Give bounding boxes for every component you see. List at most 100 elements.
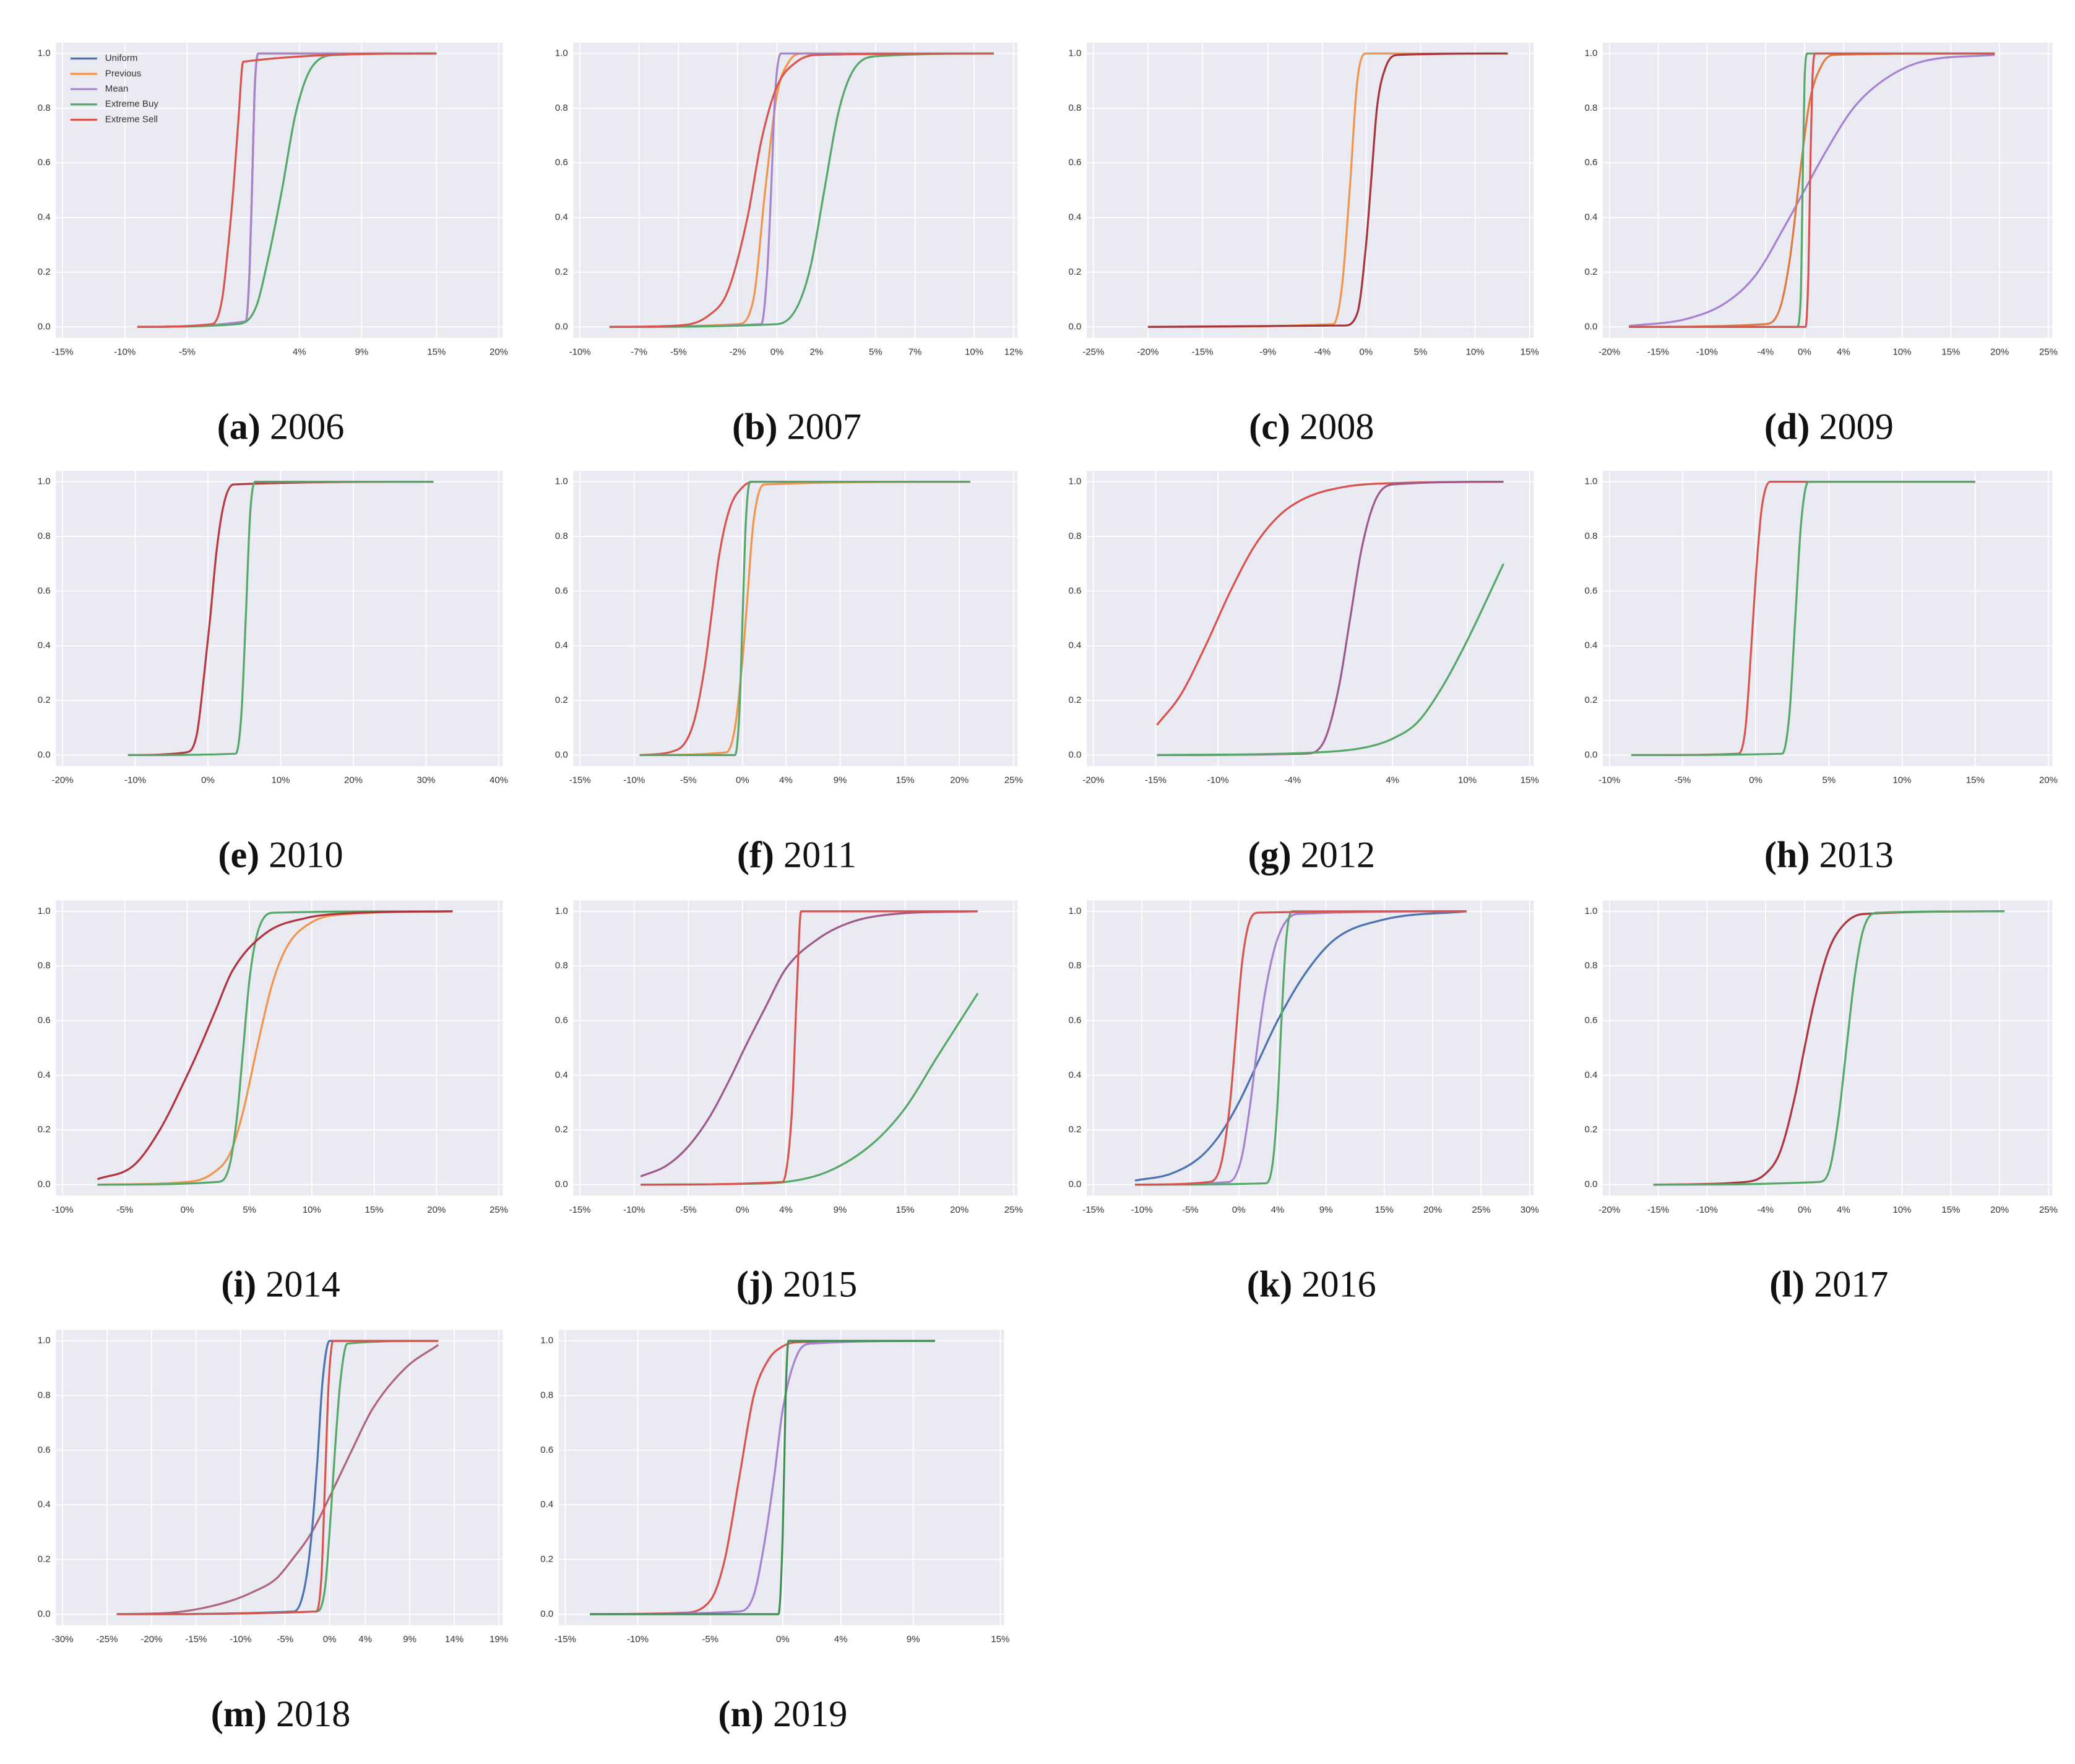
caption: (l) 2017 — [1769, 1264, 1888, 1306]
y-tick-label: 0.6 — [38, 157, 51, 168]
y-tick-label: 1.0 — [38, 48, 51, 58]
x-tick-label: 10% — [1466, 347, 1485, 358]
x-tick-label: 15% — [1521, 347, 1539, 358]
y-tick-label: 0.6 — [555, 585, 568, 596]
panel: 0.0 0.2 0.4 0.6 0.8 1.0 -15% -10% -5% 0% 4% 9% 15% (n… — [540, 1330, 1009, 1735]
y-tick-label: 1.0 — [38, 1335, 51, 1346]
x-tick-label: 7% — [908, 347, 922, 358]
y-tick-label: 0.0 — [38, 321, 51, 332]
legend-label: Uniform — [105, 53, 138, 64]
series-line — [116, 1344, 439, 1616]
x-tick-label: 20% — [1423, 1205, 1442, 1215]
series-line — [641, 910, 978, 1186]
y-tick-label: 0.8 — [1069, 960, 1082, 971]
x-tick-label: 14% — [445, 1634, 464, 1645]
x-tick-label: 0% — [770, 347, 784, 358]
x-tick-label: 4% — [1271, 1205, 1285, 1215]
x-tick-label: 2% — [809, 347, 823, 358]
plot-background — [56, 900, 503, 1196]
x-tick-label: 25% — [2039, 1205, 2058, 1215]
x-tick-label: -9% — [1259, 347, 1276, 358]
x-tick-label: 19% — [490, 1634, 508, 1645]
caption: (n) 2019 — [718, 1693, 847, 1735]
x-tick-label: -15% — [1647, 1205, 1669, 1215]
x-tick-label: 9% — [355, 347, 369, 358]
y-tick-label: 1.0 — [38, 476, 51, 487]
series-line — [97, 910, 453, 1186]
x-tick-label: 0% — [736, 1205, 749, 1215]
panel: 0.0 0.2 0.4 0.6 0.8 1.0 -20% -15% -10% -4% 0% 4% 10%… — [1584, 42, 2058, 447]
y-tick-label: 0.4 — [1069, 1070, 1082, 1080]
x-tick-label: -10% — [124, 775, 146, 786]
x-tick-label: -5% — [680, 775, 697, 786]
x-tick-label: 9% — [834, 1205, 847, 1215]
y-tick-label: 0.2 — [38, 695, 51, 705]
caption-year: 2014 — [265, 1264, 340, 1306]
x-tick-label: 15% — [1375, 1205, 1394, 1215]
y-tick-label: 0.6 — [38, 1015, 51, 1026]
x-tick-label: 0% — [1232, 1205, 1246, 1215]
x-tick-label: 40% — [490, 775, 508, 786]
legend-label: Previous — [105, 68, 141, 79]
plot-background — [1602, 900, 2053, 1196]
x-tick-label: -25% — [96, 1634, 118, 1645]
x-tick-label: 0% — [1798, 347, 1811, 358]
x-tick-label: 25% — [1004, 1205, 1023, 1215]
caption-year: 2008 — [1300, 406, 1374, 447]
series-line — [1653, 910, 2005, 1186]
series-line — [1156, 480, 1504, 726]
panel: 0.0 0.2 0.4 0.6 0.8 1.0 -25% -20% -15% -9% -4% 0% 5%… — [1069, 42, 1539, 447]
plot-background — [56, 1330, 503, 1625]
y-tick-label: 0.6 — [38, 585, 51, 596]
y-tick-label: 0.6 — [1584, 1015, 1597, 1026]
x-tick-label: 0% — [1360, 347, 1373, 358]
caption-year: 2007 — [787, 406, 861, 447]
x-tick-label: -10% — [51, 1205, 73, 1215]
y-tick-label: 0.0 — [38, 1179, 51, 1190]
x-tick-label: 15% — [427, 347, 446, 358]
caption: (i) 2014 — [221, 1264, 340, 1306]
y-tick-label: 0.8 — [38, 1390, 51, 1400]
y-tick-label: 0.8 — [1584, 960, 1597, 971]
y-tick-label: 1.0 — [1584, 476, 1597, 487]
x-tick-label: 4% — [1386, 775, 1399, 786]
x-tick-label: 30% — [1521, 1205, 1539, 1215]
y-tick-label: 0.4 — [555, 212, 568, 223]
legend-label: Mean — [105, 84, 129, 94]
y-tick-label: 0.6 — [1584, 585, 1597, 596]
series-line — [1653, 910, 2005, 1186]
y-tick-label: 1.0 — [555, 48, 568, 58]
x-tick-label: -15% — [51, 347, 73, 358]
plot-background — [1087, 42, 1534, 338]
x-tick-label: -10% — [1207, 775, 1229, 786]
y-tick-label: 0.4 — [1584, 1070, 1597, 1080]
x-tick-label: -25% — [1082, 347, 1104, 358]
series-line — [639, 480, 970, 757]
x-tick-label: -30% — [51, 1634, 73, 1645]
y-tick-label: 0.2 — [555, 695, 568, 705]
x-tick-label: 0% — [1798, 1205, 1811, 1215]
series-line — [127, 480, 434, 757]
y-tick-label: 0.0 — [1069, 1179, 1082, 1190]
caption: (m) 2018 — [211, 1693, 351, 1735]
series-line — [1134, 910, 1467, 1182]
x-tick-label: 20% — [344, 775, 363, 786]
x-tick-label: -15% — [1191, 347, 1213, 358]
caption-tag: (b) — [732, 406, 778, 447]
series-line — [1135, 910, 1467, 1186]
x-tick-label: 15% — [1941, 347, 1960, 358]
plot-background — [573, 42, 1018, 338]
caption: (f) 2011 — [737, 834, 856, 876]
y-tick-label: 0.0 — [1069, 749, 1082, 760]
x-tick-label: 10% — [1458, 775, 1477, 786]
x-tick-label: 10% — [271, 775, 290, 786]
series-line — [97, 910, 453, 1186]
x-tick-label: -5% — [1182, 1205, 1199, 1215]
series-line — [609, 52, 994, 328]
x-tick-label: 20% — [950, 1205, 968, 1215]
y-tick-label: 0.8 — [38, 103, 51, 113]
x-tick-label: -4% — [1285, 775, 1301, 786]
plot-background — [573, 470, 1018, 767]
x-tick-label: 20% — [427, 1205, 446, 1215]
panel: 0.0 0.2 0.4 0.6 0.8 1.0 -10% -7% -5% -2% 0% 2% 5% 7% 1… — [555, 42, 1023, 447]
